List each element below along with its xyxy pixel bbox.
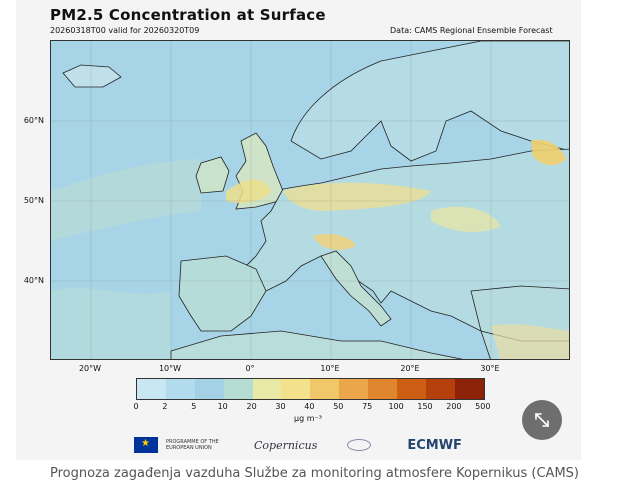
- atmosphere-service-logo-icon: [347, 439, 372, 451]
- colorbar-tick: 30: [275, 402, 286, 411]
- copernicus-logo: Copernicus: [254, 438, 318, 452]
- europe-map-graphic: [51, 41, 569, 359]
- pm-zone-russia: [531, 139, 566, 166]
- pm-zone-middle-east: [491, 324, 569, 359]
- colorbar-swatch-9: [397, 379, 426, 399]
- pm-zone-po-valley: [313, 234, 356, 250]
- graticule: [51, 41, 569, 359]
- data-source: Data: CAMS Regional Ensemble Forecast: [390, 26, 553, 35]
- colorbar-swatch-5: [281, 379, 311, 399]
- ecmwf-logo: ECMWF: [407, 437, 462, 453]
- ireland: [195, 156, 230, 194]
- colorbar-swatch-7: [339, 379, 369, 399]
- italy: [320, 250, 392, 327]
- eu-flag-icon: [134, 437, 158, 453]
- forecast-validity: 20260318T00 valid for 20260320T09: [50, 26, 200, 35]
- lon-label-0: 0°: [245, 364, 255, 373]
- logo-strip: PROGRAMME OF THE EUROPEAN UNION Copernic…: [134, 434, 462, 456]
- colorbar-tick: 5: [191, 402, 197, 411]
- scandinavia: [290, 41, 569, 162]
- lat-label-50n: 50°N: [23, 196, 44, 205]
- lat-label-40n: 40°N: [23, 276, 44, 285]
- colorbar: [136, 378, 485, 400]
- colorbar-swatch-3: [223, 379, 253, 399]
- atlantic-haze-south: [51, 288, 171, 359]
- expand-arrows-icon: [535, 413, 549, 427]
- colorbar-tick: 100: [388, 402, 404, 411]
- expand-button[interactable]: [522, 400, 562, 440]
- colorbar-tick: 0: [133, 402, 139, 411]
- pm-zone-central-europe: [283, 182, 431, 211]
- colorbar-tick: 500: [475, 402, 491, 411]
- colorbar-swatch-8: [368, 379, 398, 399]
- iceland: [62, 64, 122, 88]
- colorbar-tick: 2: [162, 402, 168, 411]
- pm-zone-eastern-europe: [431, 206, 501, 233]
- colorbar-swatch-11: [454, 379, 484, 399]
- lon-label-10e: 10°E: [320, 364, 340, 373]
- colorbar-tick: 75: [362, 402, 373, 411]
- colorbar-swatch-2: [194, 379, 224, 399]
- colorbar-swatch-4: [252, 379, 282, 399]
- lon-label-30e: 30°E: [480, 364, 500, 373]
- lon-label-20w: 20°W: [78, 364, 102, 373]
- pm25-map: [50, 40, 570, 360]
- figure-title: PM2.5 Concentration at Surface: [50, 6, 326, 24]
- atlantic-haze: [51, 159, 201, 241]
- eu-programme-text: PROGRAMME OF THE EUROPEAN UNION: [166, 439, 219, 451]
- colorbar-swatch-6: [310, 379, 340, 399]
- colorbar-unit: µg m⁻³: [294, 414, 322, 423]
- lat-label-60n: 60°N: [23, 116, 44, 125]
- pm-zone-britain: [226, 179, 271, 203]
- colorbar-tick: 40: [304, 402, 315, 411]
- colorbar-tick: 50: [333, 402, 344, 411]
- colorbar-tick: 150: [417, 402, 433, 411]
- colorbar-swatch-1: [165, 379, 195, 399]
- north-africa: [170, 330, 464, 359]
- colorbar-swatch-0: [137, 379, 166, 399]
- colorbar-tick: 20: [246, 402, 257, 411]
- lon-label-20e: 20°E: [400, 364, 420, 373]
- lon-label-10w: 10°W: [158, 364, 182, 373]
- image-caption: Prognoza zagađenja vazduha Službe za mon…: [50, 466, 579, 481]
- colorbar-tick: 10: [217, 402, 228, 411]
- iberian-peninsula: [178, 255, 267, 332]
- colorbar-tick: 200: [446, 402, 462, 411]
- colorbar-swatch-10: [425, 379, 455, 399]
